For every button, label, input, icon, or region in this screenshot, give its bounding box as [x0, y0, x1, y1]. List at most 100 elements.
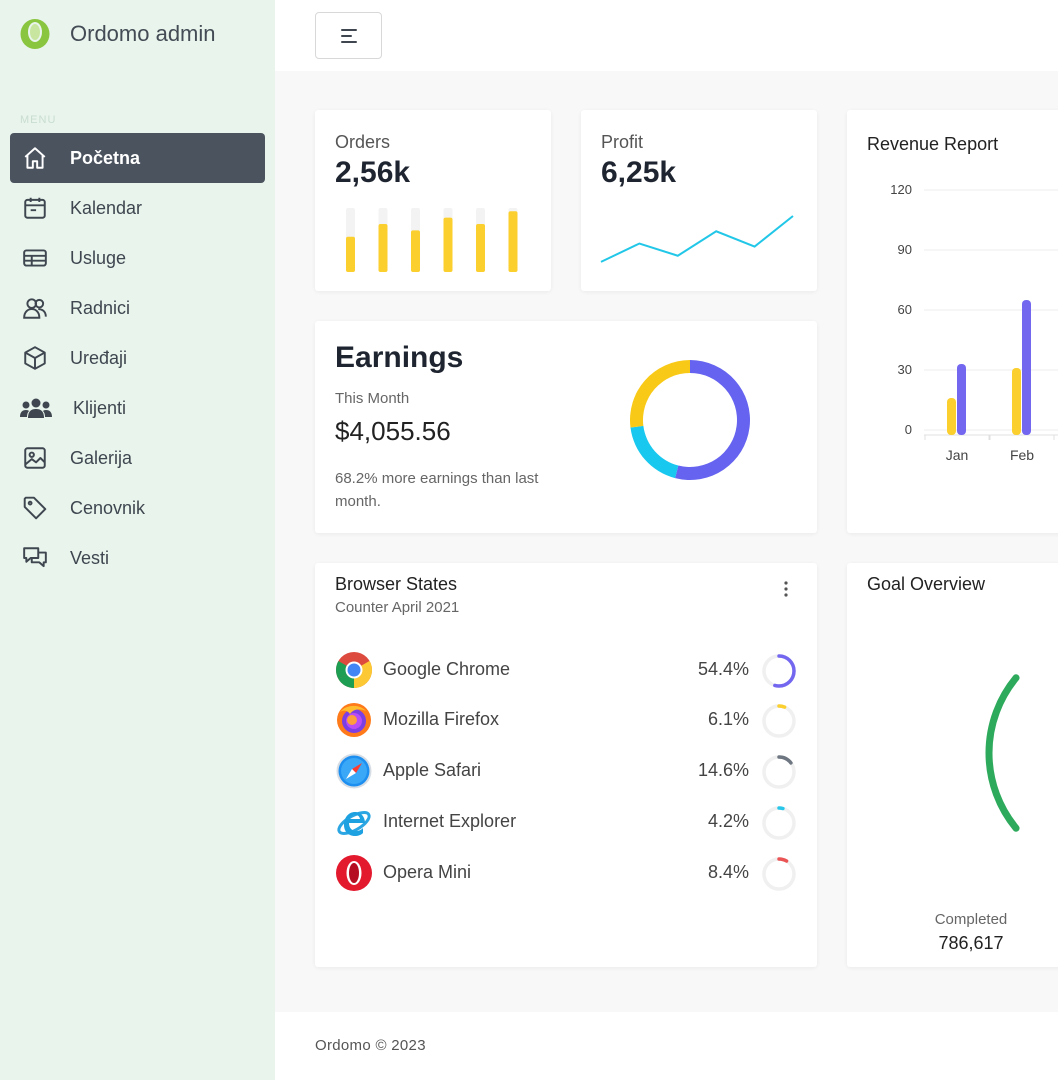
browser-percentage: 4.2%	[707, 811, 749, 831]
home-icon	[22, 145, 48, 171]
sidebar-item-kalendar[interactable]: Kalendar	[10, 183, 265, 233]
earnings-note: 68.2% more earnings than last month.	[335, 470, 539, 510]
revenue-bar-chart: 0 30 60 90 120 Jan Feb	[890, 182, 1058, 463]
menu-toggle-button[interactable]	[315, 12, 382, 59]
sidebar: Ordomo admin MENU Početna Kalendar Uslug…	[0, 0, 275, 1080]
ring-track	[762, 704, 796, 738]
more-vertical-icon[interactable]	[782, 580, 790, 598]
ring-track	[762, 806, 796, 840]
orders-card: Orders 2,56k	[315, 110, 551, 291]
people-group-icon	[19, 395, 53, 421]
users-icon	[22, 295, 48, 321]
sidebar-item-uredjaji[interactable]: Uređaji	[10, 333, 265, 383]
revenue-y-tick: 120	[890, 182, 912, 197]
table-icon	[22, 245, 48, 271]
browser-row-opera: Opera Mini 8.4%	[335, 854, 797, 894]
tag-icon	[22, 495, 48, 521]
donut-slice	[630, 425, 679, 479]
browser-progress-ring	[762, 857, 796, 891]
profit-line-sparkline	[600, 215, 794, 263]
revenue-title: Revenue Report	[867, 134, 999, 154]
sidebar-item-label: Cenovnik	[70, 497, 146, 518]
orders-bar	[443, 217, 453, 272]
opera-icon	[336, 855, 372, 891]
calendar-icon	[22, 195, 48, 221]
sidebar-item-usluge[interactable]: Usluge	[10, 233, 265, 283]
orders-bar	[411, 230, 420, 272]
top-header	[275, 0, 1058, 71]
revenue-y-tick: 60	[898, 302, 912, 317]
goal-overview-title: Goal Overview	[867, 574, 986, 594]
browser-row-safari: Apple Safari 14.6%	[335, 752, 797, 792]
sidebar-item-label: Klijenti	[73, 397, 127, 418]
ie-icon	[337, 811, 371, 836]
browser-row-firefox: Mozilla Firefox 6.1%	[335, 701, 797, 741]
orders-bar	[476, 224, 485, 272]
revenue-y-tick: 30	[898, 362, 912, 377]
footer-copyright: Ordomo © 2023	[315, 1037, 426, 1054]
browser-percentage: 54.4%	[697, 659, 749, 679]
sidebar-item-label: Usluge	[70, 247, 127, 268]
ring-fill	[762, 704, 796, 738]
earnings-card: Earnings This Month $4,055.56 68.2% more…	[315, 321, 817, 533]
revenue-bar	[947, 398, 956, 435]
orders-bar	[346, 236, 355, 272]
ring-fill	[762, 654, 796, 688]
browser-progress-ring	[762, 704, 796, 738]
chat-icon	[22, 545, 48, 571]
browser-states-subtitle: Counter April 2021	[335, 599, 460, 616]
sidebar-nav: Početna Kalendar Usluge Radnici Uređaji	[10, 133, 265, 583]
ring-fill	[762, 755, 796, 789]
revenue-x-tick: Feb	[1010, 447, 1034, 463]
browser-name: Mozilla Firefox	[383, 709, 500, 729]
browser-name: Google Chrome	[383, 659, 511, 679]
browser-states-title: Browser States	[335, 574, 458, 594]
image-icon	[22, 445, 48, 471]
sidebar-item-label: Galerija	[70, 447, 133, 468]
profit-line	[600, 215, 794, 263]
browser-percentage: 14.6%	[697, 760, 749, 780]
earnings-amount: $4,055.56	[335, 416, 451, 446]
donut-slice	[630, 360, 690, 428]
sidebar-item-label: Kalendar	[70, 197, 143, 218]
sidebar-item-cenovnik[interactable]: Cenovnik	[10, 483, 265, 533]
orders-label: Orders	[335, 132, 391, 152]
sidebar-item-pocetna[interactable]: Početna	[10, 133, 265, 183]
menu-toggle-icon	[340, 28, 357, 43]
box-icon	[22, 345, 48, 371]
brand[interactable]: Ordomo admin	[20, 18, 216, 50]
revenue-bar	[1012, 368, 1021, 435]
sidebar-item-label: Radnici	[70, 297, 131, 318]
profit-card: Profit 6,25k	[581, 110, 817, 291]
sidebar-item-klijenti[interactable]: Klijenti	[10, 383, 265, 433]
ring-fill	[762, 857, 796, 891]
goal-overview-card: Goal Overview Completed 786,617	[847, 563, 1058, 967]
browser-name: Opera Mini	[383, 862, 472, 882]
orders-value: 2,56k	[335, 156, 411, 189]
browser-percentage: 8.4%	[707, 862, 749, 882]
ring-fill	[762, 806, 796, 840]
sidebar-item-vesti[interactable]: Vesti	[10, 533, 265, 583]
revenue-bar	[957, 364, 966, 435]
revenue-y-tick: 0	[905, 422, 912, 437]
earnings-donut-chart	[630, 360, 750, 480]
revenue-x-tick: Jan	[946, 447, 969, 463]
orders-bar-sparkline	[346, 208, 518, 272]
browser-row-ie: Internet Explorer 4.2%	[335, 803, 797, 843]
goal-completed-label: Completed	[934, 911, 1008, 928]
browser-percentage: 6.1%	[707, 709, 749, 729]
browser-progress-ring	[762, 755, 796, 789]
sidebar-item-galerija[interactable]: Galerija	[10, 433, 265, 483]
brand-logo-icon	[20, 19, 50, 49]
sidebar-item-label: Početna	[70, 147, 141, 168]
revenue-card: Revenue Report 0 30 60 90 120 Jan Feb	[847, 110, 1058, 533]
profit-label: Profit	[601, 132, 644, 152]
browser-progress-ring	[762, 654, 796, 688]
earnings-title: Earnings	[335, 341, 464, 374]
revenue-bar	[1022, 300, 1031, 435]
safari-icon	[336, 753, 372, 789]
footer: Ordomo © 2023	[275, 1012, 1058, 1080]
browser-row-chrome: Google Chrome 54.4%	[335, 651, 797, 691]
browser-progress-ring	[762, 806, 796, 840]
sidebar-item-radnici[interactable]: Radnici	[10, 283, 265, 333]
